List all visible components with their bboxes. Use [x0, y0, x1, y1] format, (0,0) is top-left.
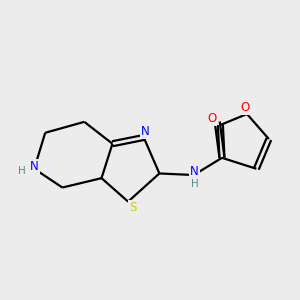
Text: N: N	[141, 125, 150, 138]
Text: N: N	[30, 160, 39, 173]
Text: H: H	[191, 179, 199, 189]
Text: O: O	[207, 112, 216, 124]
Text: S: S	[129, 201, 136, 214]
Text: O: O	[241, 100, 250, 114]
Text: H: H	[19, 166, 26, 176]
Text: N: N	[190, 165, 199, 178]
